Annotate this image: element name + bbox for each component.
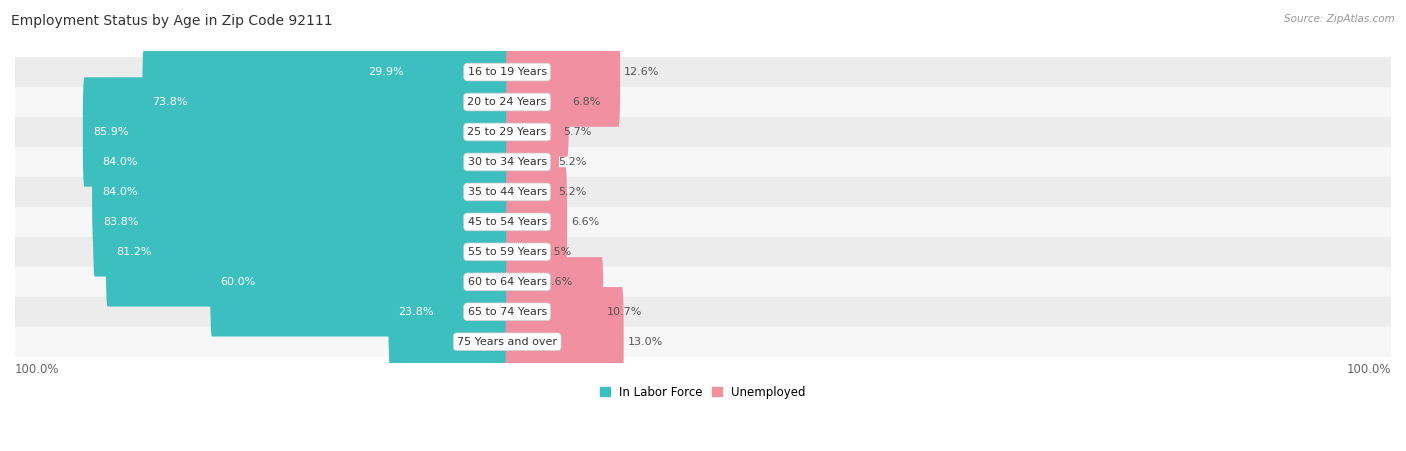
Text: 3.6%: 3.6% [544, 277, 572, 287]
FancyBboxPatch shape [93, 107, 509, 216]
Text: 25 to 29 Years: 25 to 29 Years [468, 127, 547, 137]
FancyBboxPatch shape [506, 107, 555, 216]
Text: 100.0%: 100.0% [15, 363, 59, 376]
FancyBboxPatch shape [15, 297, 1391, 327]
FancyBboxPatch shape [506, 227, 540, 336]
FancyBboxPatch shape [506, 137, 555, 247]
Text: 84.0%: 84.0% [103, 157, 138, 167]
Text: 100.0%: 100.0% [1347, 363, 1391, 376]
Text: 84.0%: 84.0% [103, 187, 138, 197]
Text: 20 to 24 Years: 20 to 24 Years [468, 97, 547, 107]
FancyBboxPatch shape [506, 287, 624, 396]
Text: 29.9%: 29.9% [368, 67, 404, 77]
FancyBboxPatch shape [15, 117, 1391, 147]
FancyBboxPatch shape [142, 47, 509, 156]
FancyBboxPatch shape [15, 327, 1391, 357]
FancyBboxPatch shape [15, 267, 1391, 297]
Text: 30 to 34 Years: 30 to 34 Years [468, 157, 547, 167]
Text: 3.8%: 3.8% [454, 337, 484, 347]
Legend: In Labor Force, Unemployed: In Labor Force, Unemployed [596, 381, 810, 404]
Text: 55 to 59 Years: 55 to 59 Years [468, 247, 547, 257]
FancyBboxPatch shape [506, 47, 569, 156]
Text: 81.2%: 81.2% [117, 247, 152, 257]
Text: 60.0%: 60.0% [221, 277, 256, 287]
Text: 75 Years and over: 75 Years and over [457, 337, 557, 347]
Text: 35 to 44 Years: 35 to 44 Years [468, 187, 547, 197]
FancyBboxPatch shape [83, 77, 509, 187]
FancyBboxPatch shape [506, 197, 540, 307]
Text: 12.6%: 12.6% [624, 67, 659, 77]
FancyBboxPatch shape [93, 167, 509, 276]
Text: 23.8%: 23.8% [398, 307, 434, 317]
Text: 6.6%: 6.6% [571, 217, 599, 227]
Text: 3.5%: 3.5% [543, 247, 572, 257]
FancyBboxPatch shape [506, 167, 567, 276]
FancyBboxPatch shape [506, 18, 620, 127]
FancyBboxPatch shape [15, 207, 1391, 237]
FancyBboxPatch shape [486, 287, 509, 396]
Text: 65 to 74 Years: 65 to 74 Years [468, 307, 547, 317]
Text: 16 to 19 Years: 16 to 19 Years [468, 67, 547, 77]
FancyBboxPatch shape [15, 147, 1391, 177]
Text: 60 to 64 Years: 60 to 64 Years [468, 277, 547, 287]
Text: 5.2%: 5.2% [558, 187, 586, 197]
Text: 10.7%: 10.7% [607, 307, 643, 317]
FancyBboxPatch shape [506, 77, 560, 187]
FancyBboxPatch shape [15, 177, 1391, 207]
FancyBboxPatch shape [359, 18, 509, 127]
Text: 5.2%: 5.2% [558, 157, 586, 167]
FancyBboxPatch shape [93, 137, 509, 247]
Text: 73.8%: 73.8% [152, 97, 188, 107]
Text: 83.8%: 83.8% [103, 217, 139, 227]
Text: 6.8%: 6.8% [572, 97, 600, 107]
Text: 5.7%: 5.7% [562, 127, 592, 137]
Text: 13.0%: 13.0% [627, 337, 662, 347]
Text: 85.9%: 85.9% [93, 127, 128, 137]
Text: Source: ZipAtlas.com: Source: ZipAtlas.com [1284, 14, 1395, 23]
FancyBboxPatch shape [506, 257, 603, 367]
FancyBboxPatch shape [211, 227, 509, 336]
FancyBboxPatch shape [388, 257, 509, 367]
Text: Employment Status by Age in Zip Code 92111: Employment Status by Age in Zip Code 921… [11, 14, 333, 28]
FancyBboxPatch shape [15, 57, 1391, 87]
Text: 45 to 54 Years: 45 to 54 Years [468, 217, 547, 227]
FancyBboxPatch shape [15, 237, 1391, 267]
FancyBboxPatch shape [105, 197, 509, 307]
FancyBboxPatch shape [15, 87, 1391, 117]
